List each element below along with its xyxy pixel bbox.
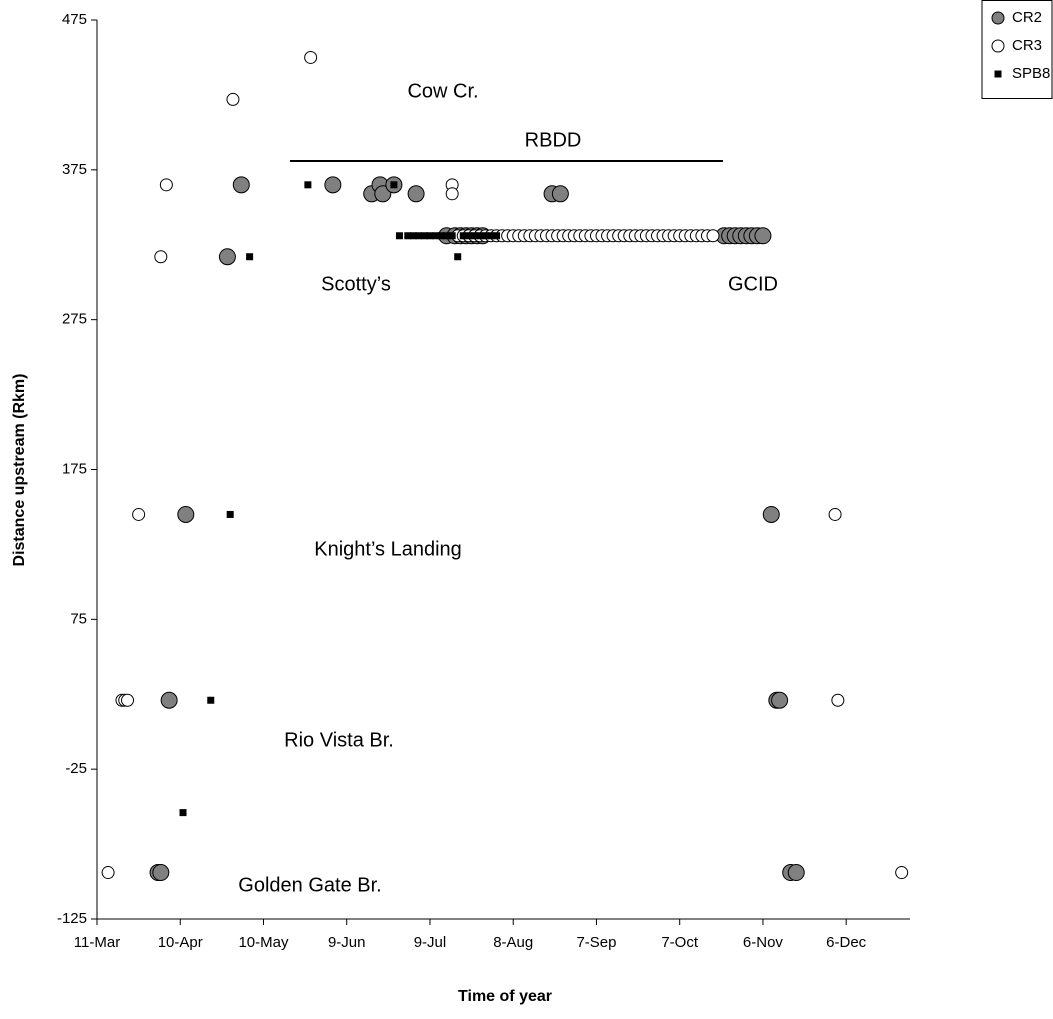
point xyxy=(101,866,115,880)
point xyxy=(415,232,423,240)
point xyxy=(152,864,170,882)
legend-label: CR2 xyxy=(1012,9,1042,26)
point xyxy=(132,507,146,521)
x-tick-label: 10-Apr xyxy=(158,934,203,951)
point xyxy=(481,232,489,240)
point xyxy=(459,232,467,240)
point xyxy=(895,866,909,880)
point xyxy=(246,253,254,261)
legend-marker xyxy=(991,39,1005,53)
point xyxy=(443,232,451,240)
point xyxy=(404,232,412,240)
y-tick-label: 175 xyxy=(62,460,87,477)
annotation: Golden Gate Br. xyxy=(238,874,381,896)
y-tick-label: -25 xyxy=(65,760,87,777)
y-tick-label: -125 xyxy=(57,910,87,927)
annotation: Rio Vista Br. xyxy=(284,729,394,751)
point xyxy=(828,507,842,521)
point xyxy=(448,232,456,240)
point xyxy=(551,185,569,203)
point xyxy=(493,232,501,240)
point xyxy=(426,232,434,240)
legend-marker xyxy=(994,70,1002,78)
point xyxy=(465,232,473,240)
point xyxy=(154,250,168,264)
annotation: Cow Cr. xyxy=(407,80,478,102)
point xyxy=(232,176,250,194)
x-tick-label: 9-Jul xyxy=(414,934,447,951)
annotation: RBDD xyxy=(525,129,582,151)
point xyxy=(754,227,772,245)
x-tick-label: 8-Aug xyxy=(493,934,533,951)
point xyxy=(771,691,789,709)
point xyxy=(226,92,240,106)
point xyxy=(409,232,417,240)
y-tick-label: 275 xyxy=(62,311,87,328)
point xyxy=(470,232,478,240)
annotation: Knight’s Landing xyxy=(314,538,462,560)
annotation: Scotty’s xyxy=(321,273,391,295)
legend-label: CR3 xyxy=(1012,37,1042,54)
point xyxy=(374,185,392,203)
x-tick-label: 6-Nov xyxy=(743,934,784,951)
point xyxy=(407,185,425,203)
point xyxy=(390,181,398,189)
point xyxy=(179,809,187,817)
y-tick-label: 75 xyxy=(70,610,87,627)
point xyxy=(218,248,236,266)
point xyxy=(432,232,440,240)
x-tick-label: 9-Jun xyxy=(328,934,366,951)
point xyxy=(207,696,215,704)
point xyxy=(476,232,484,240)
x-tick-label: 6-Dec xyxy=(826,934,867,951)
y-tick-label: 475 xyxy=(62,11,87,28)
point xyxy=(454,253,462,261)
legend-marker xyxy=(991,11,1005,25)
legend-label: SPB8 xyxy=(1012,65,1050,82)
point xyxy=(121,693,135,707)
point xyxy=(831,693,845,707)
x-tick-label: 10-May xyxy=(238,934,289,951)
point xyxy=(304,181,312,189)
point xyxy=(437,232,445,240)
point xyxy=(445,187,459,201)
point xyxy=(395,232,403,240)
point xyxy=(226,510,234,518)
point xyxy=(787,864,805,882)
point xyxy=(160,691,178,709)
point xyxy=(420,232,428,240)
point xyxy=(177,505,195,523)
point xyxy=(762,505,780,523)
y-axis-title: Distance upstream (Rkm) xyxy=(11,374,28,567)
x-tick-label: 7-Oct xyxy=(661,934,699,951)
point xyxy=(304,50,318,64)
y-tick-label: 375 xyxy=(62,161,87,178)
x-tick-label: 7-Sep xyxy=(576,934,616,951)
point xyxy=(159,178,173,192)
x-axis-title: Time of year xyxy=(458,988,552,1005)
point xyxy=(706,229,720,243)
annotation: GCID xyxy=(728,273,778,295)
point xyxy=(324,176,342,194)
point xyxy=(487,232,495,240)
x-tick-label: 11-Mar xyxy=(74,934,120,951)
